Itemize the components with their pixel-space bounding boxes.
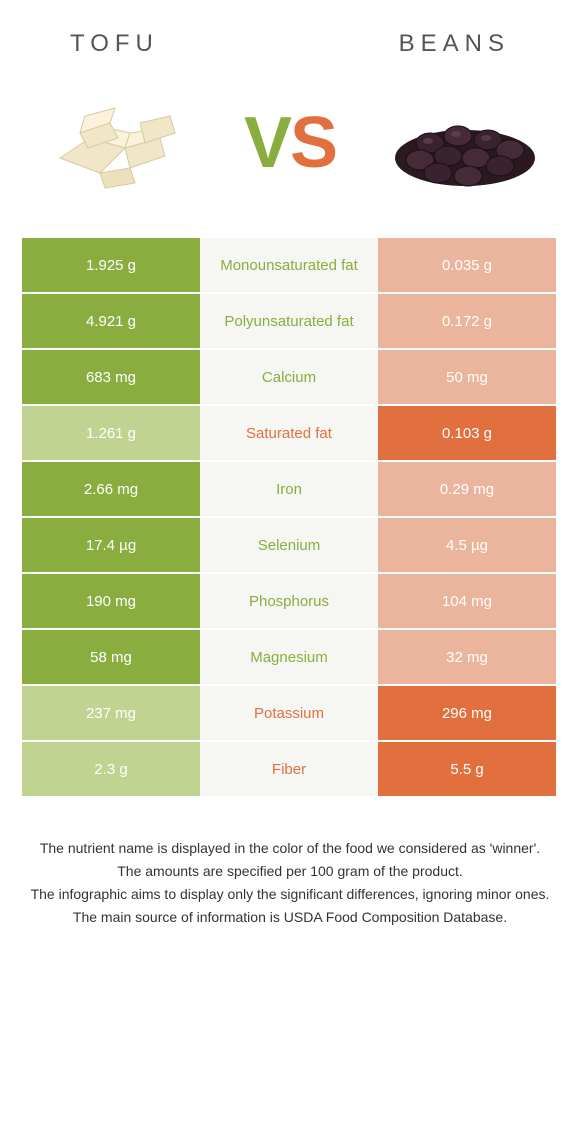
nutrient-label: Potassium: [200, 686, 378, 742]
right-value: 296 mg: [378, 686, 556, 742]
left-value: 2.66 mg: [22, 462, 200, 518]
left-value: 237 mg: [22, 686, 200, 742]
tofu-image: [30, 88, 200, 198]
right-food-title: BEANS: [399, 30, 510, 58]
left-value: 58 mg: [22, 630, 200, 686]
nutrient-label: Fiber: [200, 742, 378, 798]
right-value: 0.035 g: [378, 238, 556, 294]
nutrient-label: Phosphorus: [200, 574, 378, 630]
vs-label: VS: [244, 102, 336, 184]
table-row: 4.921 gPolyunsaturated fat0.172 g: [22, 294, 558, 350]
nutrient-label: Calcium: [200, 350, 378, 406]
left-value: 2.3 g: [22, 742, 200, 798]
nutrient-label: Monounsaturated fat: [200, 238, 378, 294]
right-value: 4.5 µg: [378, 518, 556, 574]
nutrient-label: Iron: [200, 462, 378, 518]
footer-line: The main source of information is USDA F…: [30, 907, 550, 928]
comparison-table: 1.925 gMonounsaturated fat0.035 g4.921 g…: [22, 238, 558, 798]
vs-v: V: [244, 103, 290, 183]
right-value: 50 mg: [378, 350, 556, 406]
nutrient-label: Polyunsaturated fat: [200, 294, 378, 350]
left-value: 4.921 g: [22, 294, 200, 350]
right-value: 5.5 g: [378, 742, 556, 798]
footer-notes: The nutrient name is displayed in the co…: [0, 798, 580, 928]
table-row: 2.66 mgIron0.29 mg: [22, 462, 558, 518]
left-food-title: TOFU: [70, 30, 159, 58]
nutrient-label: Magnesium: [200, 630, 378, 686]
right-value: 0.29 mg: [378, 462, 556, 518]
left-value: 683 mg: [22, 350, 200, 406]
footer-line: The amounts are specified per 100 gram o…: [30, 861, 550, 882]
beans-image: [380, 88, 550, 198]
left-value: 1.925 g: [22, 238, 200, 294]
table-row: 237 mgPotassium296 mg: [22, 686, 558, 742]
table-row: 17.4 µgSelenium4.5 µg: [22, 518, 558, 574]
table-row: 58 mgMagnesium32 mg: [22, 630, 558, 686]
vs-s: S: [290, 103, 336, 183]
left-value: 17.4 µg: [22, 518, 200, 574]
table-row: 190 mgPhosphorus104 mg: [22, 574, 558, 630]
right-value: 0.103 g: [378, 406, 556, 462]
table-row: 683 mgCalcium50 mg: [22, 350, 558, 406]
hero-row: VS: [0, 78, 580, 238]
table-row: 2.3 gFiber5.5 g: [22, 742, 558, 798]
right-value: 104 mg: [378, 574, 556, 630]
header: TOFU BEANS: [0, 0, 580, 78]
right-value: 0.172 g: [378, 294, 556, 350]
left-value: 1.261 g: [22, 406, 200, 462]
nutrient-label: Selenium: [200, 518, 378, 574]
footer-line: The infographic aims to display only the…: [30, 884, 550, 905]
nutrient-label: Saturated fat: [200, 406, 378, 462]
right-value: 32 mg: [378, 630, 556, 686]
table-row: 1.925 gMonounsaturated fat0.035 g: [22, 238, 558, 294]
table-row: 1.261 gSaturated fat0.103 g: [22, 406, 558, 462]
left-value: 190 mg: [22, 574, 200, 630]
footer-line: The nutrient name is displayed in the co…: [30, 838, 550, 859]
